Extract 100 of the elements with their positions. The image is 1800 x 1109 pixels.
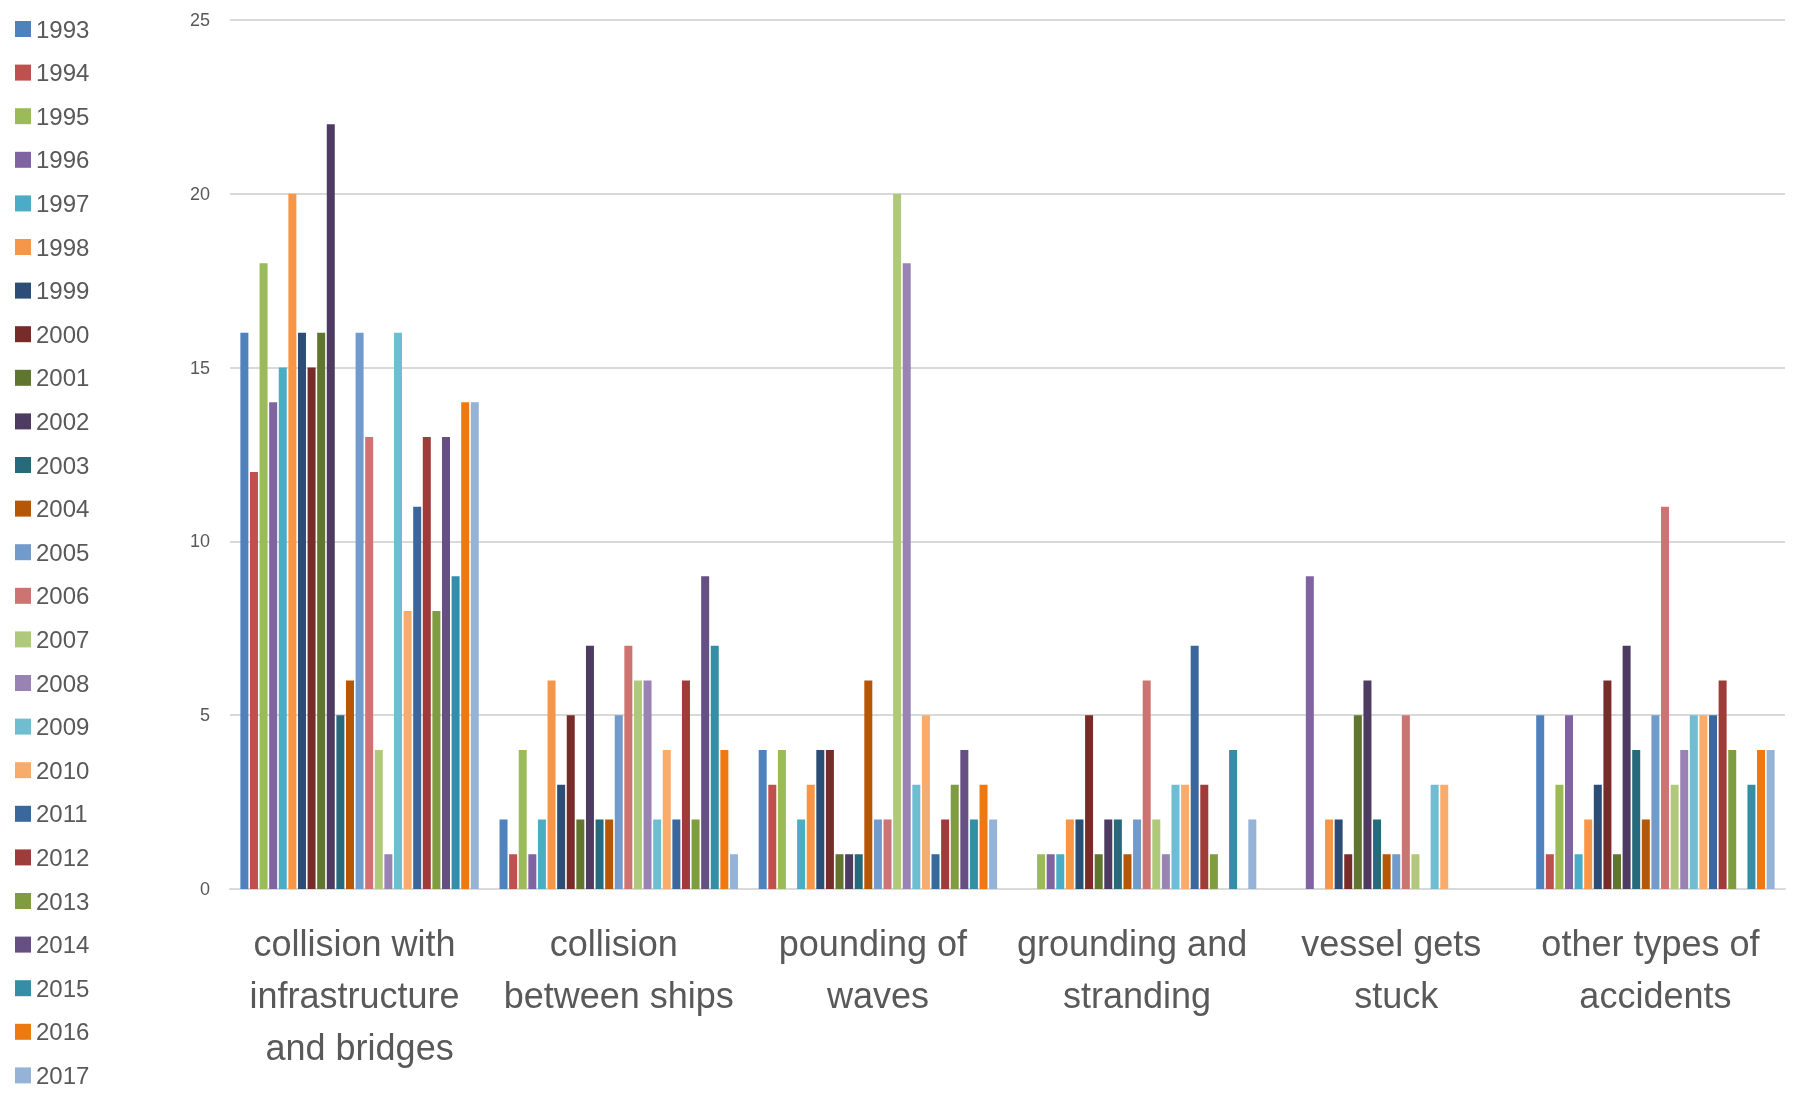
bar (960, 749, 969, 889)
bar (624, 645, 633, 889)
legend-label: 2010 (36, 756, 90, 784)
legend-label: 2012 (36, 843, 90, 871)
bar (384, 854, 393, 889)
bar (509, 854, 518, 889)
bar (1536, 715, 1545, 889)
legend-label: 2009 (36, 713, 90, 741)
legend-label: 2003 (36, 451, 90, 479)
bar (720, 749, 729, 889)
bar (547, 680, 556, 889)
bar (979, 784, 988, 889)
bar (662, 749, 671, 889)
bar (1248, 819, 1257, 889)
bar (681, 680, 690, 889)
bar (633, 680, 642, 889)
bar (1555, 784, 1564, 889)
x-tick-label: pounding of waves (778, 922, 978, 1016)
bar (595, 819, 604, 889)
bar (873, 819, 882, 889)
bar (1430, 784, 1439, 889)
legend-label: 1996 (36, 146, 90, 174)
bar (1037, 854, 1046, 889)
bar (710, 645, 719, 889)
bar (1728, 749, 1737, 889)
bar (1680, 749, 1689, 889)
x-tick-label: other types of accidents (1541, 922, 1770, 1016)
legend-label: 2013 (36, 887, 90, 915)
legend-label: 2002 (36, 407, 90, 435)
x-tick-label: collision between ships (503, 922, 734, 1016)
bar (797, 819, 806, 889)
x-tick-label: vessel gets stuck (1301, 922, 1492, 1016)
bar (969, 819, 978, 889)
bar (1334, 819, 1343, 889)
bar (1632, 749, 1641, 889)
bar (643, 680, 652, 889)
legend-label: 2014 (36, 931, 90, 959)
bar (1305, 576, 1314, 889)
bar (1085, 715, 1094, 889)
y-tick-label: 10 (189, 531, 210, 552)
bar (806, 784, 815, 889)
bar (912, 784, 921, 889)
bar (1344, 854, 1353, 889)
legend-label: 2008 (36, 669, 90, 697)
bar (989, 819, 998, 889)
legend-label: 2015 (36, 974, 90, 1002)
legend-label: 1994 (36, 59, 90, 87)
bar (931, 854, 940, 889)
bar (518, 749, 527, 889)
bar (432, 610, 441, 889)
bar (1670, 784, 1679, 889)
bar (701, 576, 710, 889)
bar (566, 715, 575, 889)
y-tick-label: 15 (189, 357, 210, 378)
bar (259, 263, 268, 889)
bar (1641, 819, 1650, 889)
bar (1161, 854, 1170, 889)
bar (1046, 854, 1055, 889)
bar (557, 784, 566, 889)
bar (1152, 819, 1161, 889)
bar (288, 193, 297, 889)
legend-label: 1995 (36, 102, 90, 130)
bar (1094, 854, 1103, 889)
bar (374, 749, 383, 889)
bar (365, 437, 374, 889)
legend-label: 2006 (36, 582, 90, 610)
bar (1133, 819, 1142, 889)
legend-label: 1993 (36, 15, 90, 43)
bar (1325, 819, 1334, 889)
y-tick-label: 0 (199, 879, 210, 899)
bar (1209, 854, 1218, 889)
y-tick-label: 20 (189, 183, 210, 204)
bar (1603, 680, 1612, 889)
bar (1718, 680, 1727, 889)
bar (1123, 854, 1132, 889)
legend-label: 1997 (36, 189, 90, 217)
bar (777, 749, 786, 889)
bar (1689, 715, 1698, 889)
bar (1593, 784, 1602, 889)
bar (1565, 715, 1574, 889)
bar (1353, 715, 1362, 889)
legend-label: 1998 (36, 233, 90, 261)
bar (883, 819, 892, 889)
bar (1104, 819, 1113, 889)
legend-label: 2017 (36, 1061, 90, 1089)
bar (1661, 506, 1670, 889)
bar (1574, 854, 1583, 889)
bar (835, 854, 844, 889)
legend-label: 2004 (36, 495, 90, 523)
bar (1373, 819, 1382, 889)
bar (240, 332, 249, 889)
bar (528, 854, 537, 889)
bar (1200, 784, 1209, 889)
bar (585, 645, 594, 889)
legend-label: 2000 (36, 320, 90, 348)
bar (825, 749, 834, 889)
bar (605, 819, 614, 889)
bar (355, 332, 364, 889)
bar (902, 263, 911, 889)
bar (1171, 784, 1180, 889)
